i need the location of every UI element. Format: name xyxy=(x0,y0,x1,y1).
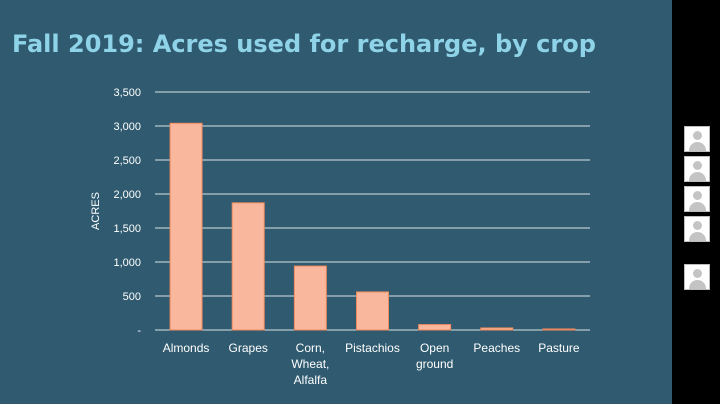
y-axis-title: ACRES xyxy=(90,192,102,230)
y-tick-label: 2,500 xyxy=(113,155,141,167)
participant-strip xyxy=(684,126,712,294)
participant-tile[interactable] xyxy=(684,126,710,152)
x-category-label: Grapes xyxy=(229,341,268,355)
bar xyxy=(542,328,576,331)
person-silhouette-icon xyxy=(689,142,706,151)
y-tick-label: 2,000 xyxy=(113,189,141,201)
x-category-label: Pasture xyxy=(538,341,580,355)
bar xyxy=(480,327,514,331)
presentation-slide: Fall 2019: Acres used for recharge, by c… xyxy=(0,0,672,404)
participant-tile[interactable] xyxy=(684,156,710,182)
x-category-label: Open ground xyxy=(416,341,453,371)
person-silhouette-icon xyxy=(689,232,706,241)
bar-chart: - 500 1,000 1,500 2,000 2,500 3,000 3,500 ACRES A… xyxy=(90,87,590,387)
bar xyxy=(231,202,265,331)
bar xyxy=(169,122,203,331)
person-silhouette-icon xyxy=(689,172,706,181)
y-tick-label: 3,000 xyxy=(113,121,141,133)
bar xyxy=(418,324,452,331)
y-tick-label: 1,000 xyxy=(113,257,141,269)
person-silhouette-icon xyxy=(693,269,702,278)
participant-tile[interactable] xyxy=(684,186,710,212)
person-silhouette-icon xyxy=(693,161,702,170)
person-silhouette-icon xyxy=(693,131,702,140)
x-category-label: Almonds xyxy=(163,341,210,355)
participant-tile[interactable] xyxy=(684,264,710,290)
person-silhouette-icon xyxy=(693,221,702,230)
y-tick-label: 3,500 xyxy=(113,87,141,99)
bar xyxy=(356,291,389,331)
x-category-label: Pistachios xyxy=(345,341,400,355)
x-category-label: Peaches xyxy=(473,341,520,355)
person-silhouette-icon xyxy=(689,202,706,211)
person-silhouette-icon xyxy=(689,280,706,289)
x-category-label: Corn, Wheat, Alfalfa xyxy=(291,341,329,387)
y-tick-label: - xyxy=(137,325,141,337)
person-silhouette-icon xyxy=(693,191,702,200)
slide-title: Fall 2019: Acres used for recharge, by c… xyxy=(12,30,596,58)
participant-tile[interactable] xyxy=(684,216,710,242)
bar xyxy=(293,265,327,331)
y-tick-label: 1,500 xyxy=(113,223,141,235)
y-tick-label: 500 xyxy=(123,291,141,303)
